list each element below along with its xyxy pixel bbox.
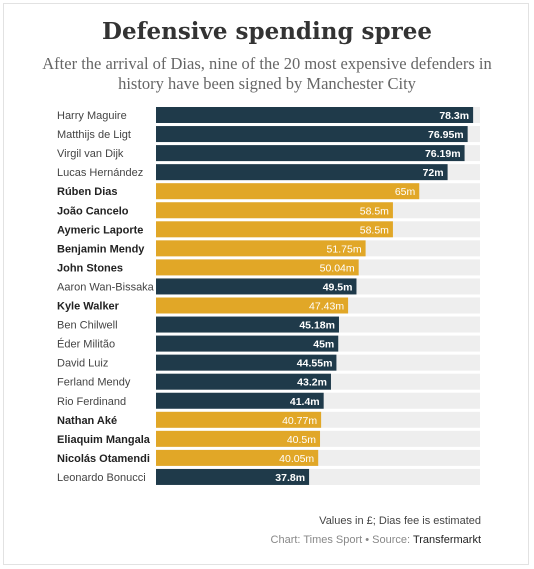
bar	[156, 430, 321, 447]
category-label: Nathan Aké	[57, 415, 117, 427]
chart-subtitle: After the arrival of Dias, nine of the 2…	[42, 54, 492, 93]
category-label: David Luiz	[57, 358, 108, 370]
category-label: John Stones	[57, 262, 123, 274]
bar	[156, 468, 310, 485]
bar	[156, 107, 474, 123]
value-label: 47.43m	[309, 301, 344, 313]
value-label: 37.8m	[275, 472, 305, 484]
category-label: João Cancelo	[57, 205, 129, 217]
values-note: Values in £; Dias fee is estimated	[319, 515, 481, 527]
category-label: Virgil van Dijk	[57, 148, 124, 160]
category-label: Éder Militão	[57, 338, 115, 351]
chart-frame	[3, 3, 529, 565]
value-label: 65m	[395, 186, 416, 198]
bar	[156, 202, 393, 219]
value-label: 58.5m	[360, 224, 389, 236]
category-label: Aaron Wan-Bissaka	[57, 281, 155, 293]
bar	[156, 373, 331, 390]
value-label: 45.18m	[299, 320, 335, 332]
value-label: 40.5m	[287, 434, 316, 446]
value-label: 41.4m	[290, 396, 320, 408]
value-label: 58.5m	[360, 205, 389, 217]
bar	[156, 449, 319, 466]
bar	[156, 240, 366, 257]
category-label: Nicolás Otamendi	[57, 453, 150, 465]
chart-title: Defensive spending spree	[102, 18, 432, 45]
value-label: 40.77m	[282, 415, 317, 427]
category-label: Kyle Walker	[57, 301, 120, 313]
bar	[156, 259, 359, 276]
value-label: 45m	[313, 339, 334, 351]
category-label: Ferland Mendy	[57, 377, 131, 389]
value-label: 51.75m	[327, 243, 362, 255]
category-label: Ben Chilwell	[57, 320, 118, 332]
bar	[156, 164, 448, 181]
category-label: Leonardo Bonucci	[57, 472, 146, 484]
bar	[156, 354, 337, 371]
value-label: 40.05m	[279, 453, 314, 465]
category-label: Rúben Dias	[57, 186, 118, 198]
source-name: Transfermarkt	[412, 534, 481, 546]
value-label: 49.5m	[323, 281, 353, 293]
value-label: 44.55m	[297, 358, 333, 370]
value-label: 43.2m	[297, 377, 327, 389]
bar	[156, 183, 420, 200]
category-label: Aymeric Laporte	[57, 224, 143, 236]
category-label: Eliaquim Mangala	[57, 434, 151, 446]
bar	[156, 126, 468, 143]
bar	[156, 145, 465, 162]
value-label: 76.19m	[425, 148, 461, 160]
value-label: 72m	[423, 167, 444, 179]
value-label: 78.3m	[439, 110, 469, 122]
bar	[156, 392, 324, 409]
category-label: Rio Ferdinand	[57, 396, 126, 408]
bar	[156, 316, 339, 333]
bar	[156, 335, 339, 352]
chart-credit: Chart: Times Sport • Source: Transfermar…	[271, 534, 481, 546]
credit-prefix: Chart: Times Sport • Source:	[270, 534, 413, 546]
category-label: Matthijs de Ligt	[57, 129, 131, 141]
category-label: Lucas Hernández	[57, 167, 143, 179]
bar	[156, 411, 322, 428]
value-label: 76.95m	[428, 129, 464, 141]
bar	[156, 278, 357, 295]
value-label: 50.04m	[320, 262, 355, 274]
bar	[156, 297, 349, 314]
bar	[156, 221, 393, 238]
category-label: Benjamin Mendy	[57, 243, 145, 255]
category-label: Harry Maguire	[57, 110, 127, 122]
